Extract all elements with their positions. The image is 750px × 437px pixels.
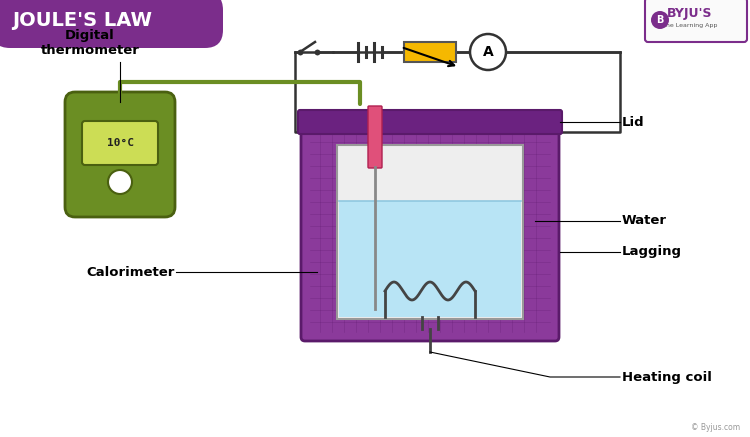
Bar <box>339 201 521 317</box>
FancyBboxPatch shape <box>645 0 747 42</box>
Text: Calorimeter: Calorimeter <box>86 266 175 278</box>
FancyBboxPatch shape <box>298 110 562 134</box>
Text: Heating coil: Heating coil <box>622 371 712 384</box>
FancyBboxPatch shape <box>65 92 175 217</box>
FancyBboxPatch shape <box>404 42 456 62</box>
Text: JOULE'S LAW: JOULE'S LAW <box>12 10 152 30</box>
Text: Digital
thermometer: Digital thermometer <box>40 29 140 57</box>
Text: 10°C: 10°C <box>106 138 134 148</box>
Bar <box>337 145 523 319</box>
FancyBboxPatch shape <box>301 123 559 341</box>
FancyBboxPatch shape <box>82 121 158 165</box>
Bar <box>0 0 215 22</box>
Circle shape <box>108 170 132 194</box>
Text: Lid: Lid <box>622 115 644 128</box>
Circle shape <box>651 11 669 29</box>
Bar <box>0 0 130 40</box>
Text: Lagging: Lagging <box>622 246 682 259</box>
FancyBboxPatch shape <box>368 106 382 168</box>
Text: BYJU'S: BYJU'S <box>668 7 712 20</box>
FancyBboxPatch shape <box>0 0 223 48</box>
Text: © Byjus.com: © Byjus.com <box>691 423 740 432</box>
Text: Water: Water <box>622 214 667 227</box>
Text: B: B <box>656 15 664 25</box>
Text: The Learning App: The Learning App <box>662 24 718 28</box>
Text: A: A <box>483 45 494 59</box>
Circle shape <box>470 34 506 70</box>
